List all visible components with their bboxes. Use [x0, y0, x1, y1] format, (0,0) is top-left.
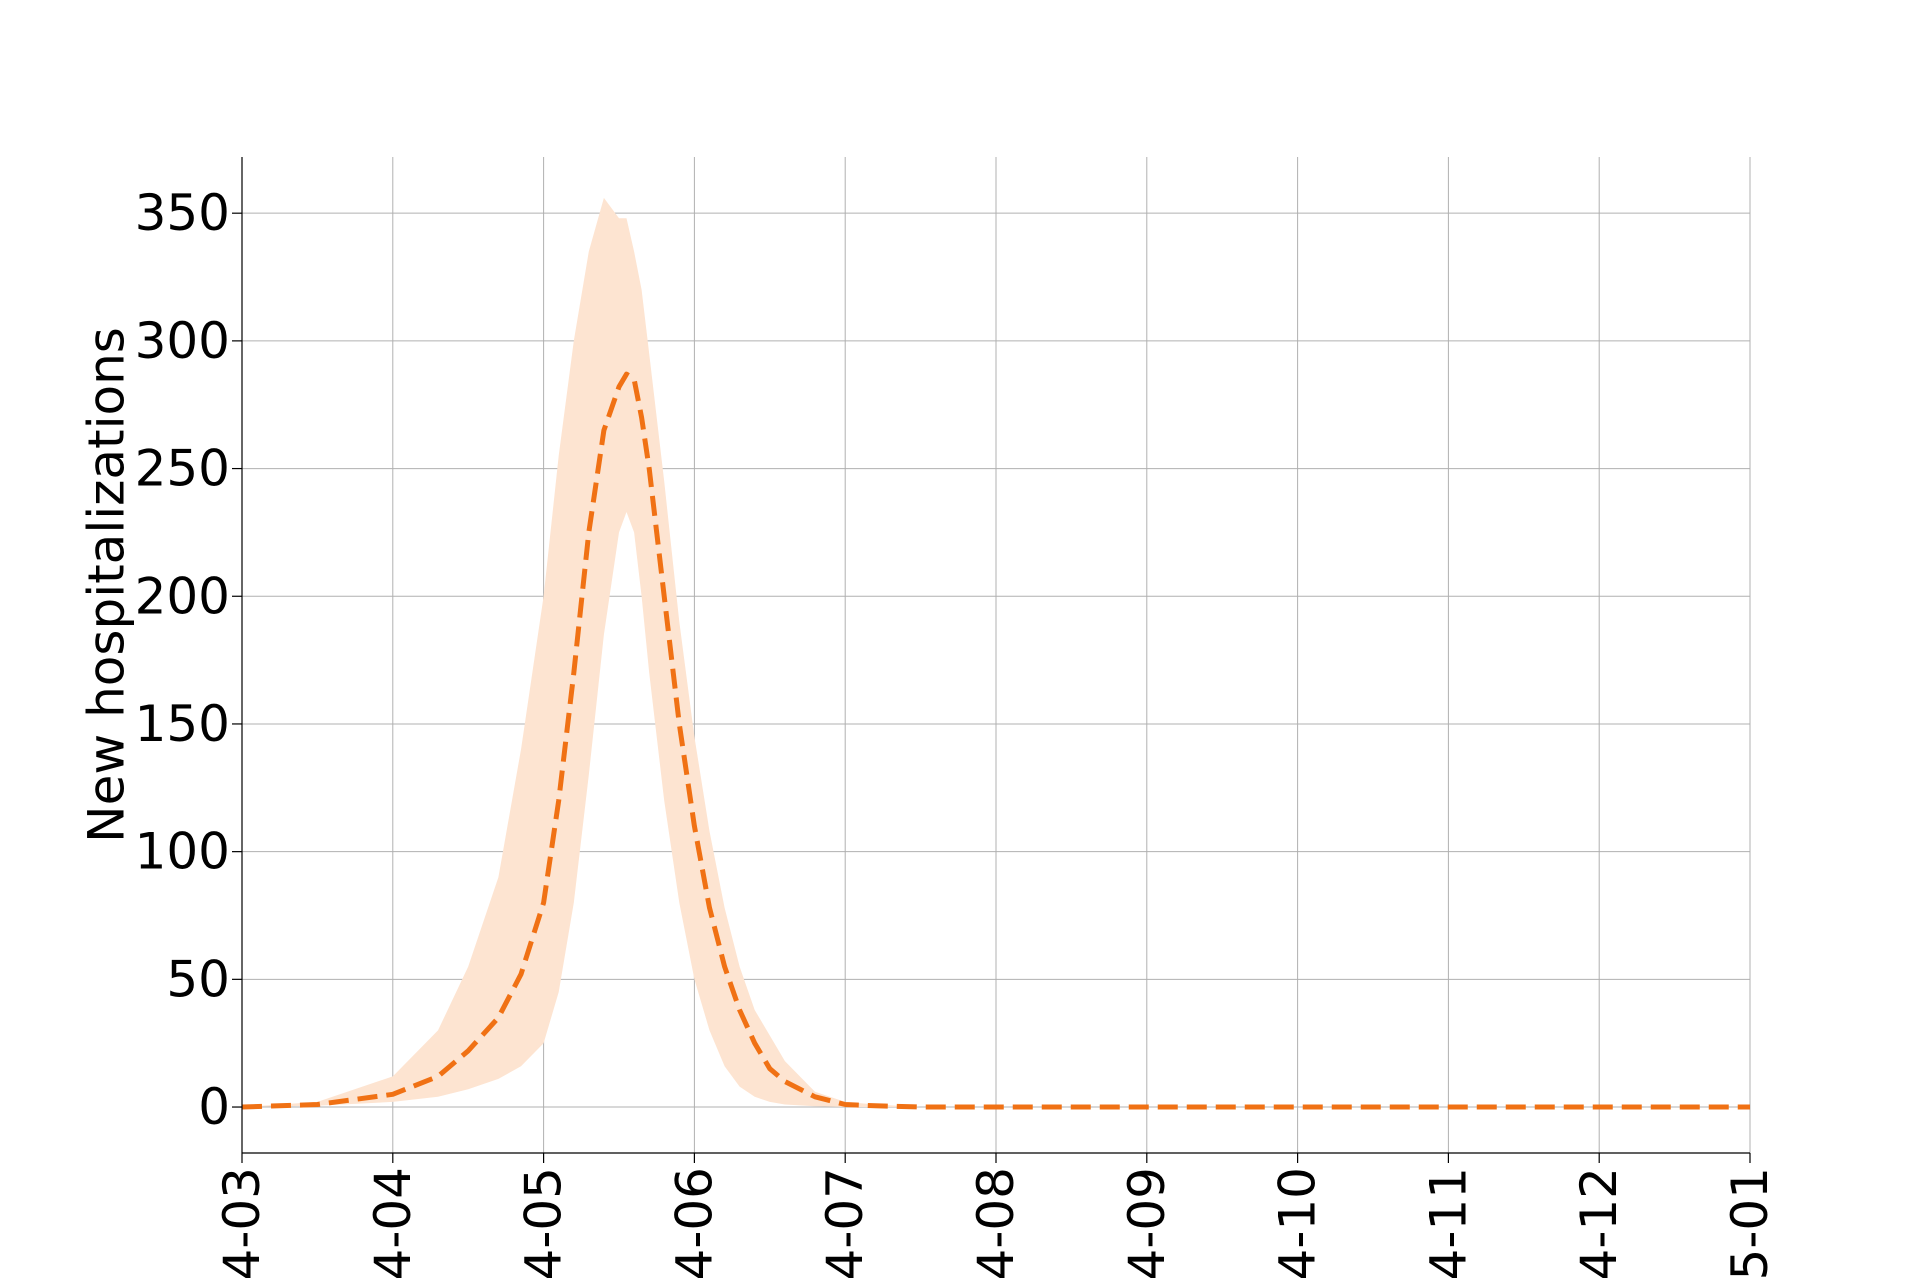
- y-axis-label: New hospitalizations: [78, 327, 136, 843]
- x-tick-label: 4-05: [515, 1167, 573, 1280]
- x-tick-label: 4-12: [1570, 1167, 1628, 1280]
- y-tick-label: 150: [135, 695, 230, 753]
- series-line-layer: [241, 371, 1750, 1110]
- y-tick-label: 0: [198, 1078, 230, 1136]
- y-tick-label: 50: [166, 950, 230, 1008]
- series-line: [241, 371, 1750, 1110]
- x-tick-labels: 4-03 4-04 4-05 4-06 4-07 4-08 4-09 4-10 4-11 4-12…: [213, 1167, 1779, 1280]
- grid-lines: [241, 157, 1751, 1153]
- x-tick-label: 4-06: [665, 1167, 723, 1280]
- x-tick-label: 4-03: [213, 1167, 271, 1280]
- x-tick-label: 4-04: [364, 1167, 422, 1280]
- x-tick-label: 4-11: [1419, 1167, 1477, 1280]
- y-tick-label: 100: [135, 823, 230, 881]
- x-tick-label: 4-07: [816, 1167, 874, 1280]
- x-tick-label: 4-09: [1118, 1167, 1176, 1280]
- y-tick-label: 250: [135, 440, 230, 498]
- axes: [232, 157, 1751, 1163]
- x-tick-label: 4-10: [1269, 1167, 1327, 1280]
- x-tick-label: 4-08: [967, 1167, 1025, 1280]
- uncertainty-band-layer: [242, 197, 1750, 1107]
- y-tick-label: 300: [135, 312, 230, 370]
- uncertainty-band: [242, 197, 1750, 1107]
- x-tick-label: 5-01: [1721, 1167, 1779, 1280]
- y-tick-label: 200: [135, 567, 230, 625]
- y-tick-labels: 0 50 100 150 200 250 300 350: [135, 184, 230, 1136]
- y-tick-label: 350: [135, 184, 230, 242]
